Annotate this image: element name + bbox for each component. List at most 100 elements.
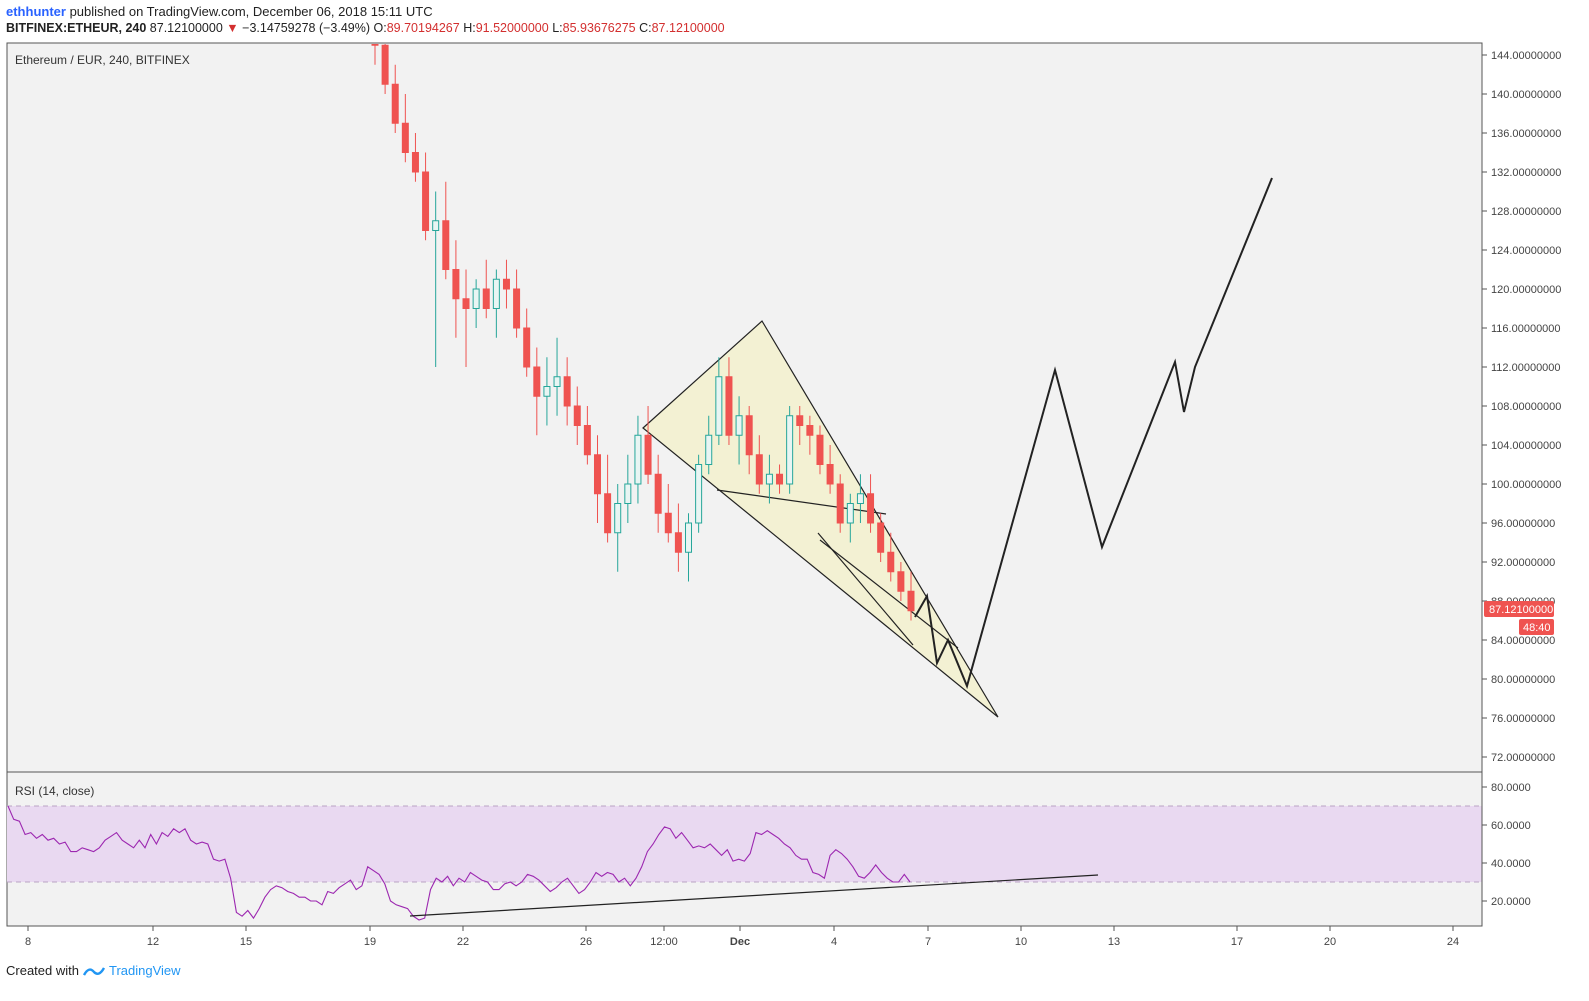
rsi-tick-label: 60.0000	[1491, 820, 1531, 832]
time-tick-label: 17	[1231, 936, 1243, 948]
projection-path[interactable]	[914, 177, 1273, 690]
price-tick-label: 100.00000000	[1491, 479, 1561, 491]
candle-body	[381, 44, 389, 85]
candle-body	[502, 278, 510, 290]
price-tick-label: 144.00000000	[1491, 50, 1561, 62]
candle-body	[371, 44, 379, 46]
close-label: C:	[639, 21, 652, 35]
time-tick-label: 20	[1324, 936, 1336, 948]
candle-body	[745, 415, 753, 456]
candle-body	[765, 473, 773, 485]
price-tick-label: 72.00000000	[1491, 752, 1555, 764]
candle-body	[482, 288, 490, 309]
author-link[interactable]: ethhunter	[6, 4, 66, 19]
candle-body	[533, 366, 541, 397]
price-tick-label: 140.00000000	[1491, 89, 1561, 101]
candle-body	[776, 473, 784, 485]
candle-body	[867, 493, 875, 524]
price-tick-label: 92.00000000	[1491, 557, 1555, 569]
candle-body	[644, 434, 652, 475]
rsi-axis[interactable]: 80.0000 60.0000 40.0000 20.0000	[1482, 782, 1531, 908]
candle-body	[705, 434, 713, 465]
candle-body	[786, 415, 794, 485]
candle-body	[442, 220, 450, 270]
candle-body	[614, 503, 622, 534]
candle-body	[492, 278, 500, 309]
candle-body	[401, 122, 409, 153]
candle-body	[553, 376, 561, 387]
candle-body	[634, 434, 642, 485]
candle-body	[806, 425, 814, 436]
candle-body	[907, 590, 915, 612]
candle-body	[674, 532, 682, 553]
price-tick-label: 132.00000000	[1491, 167, 1561, 179]
candle-body	[654, 473, 662, 514]
candle-body	[513, 288, 521, 329]
candle-body	[432, 220, 440, 231]
time-tick-label: 24	[1447, 936, 1459, 948]
time-tick-label: 22	[457, 936, 469, 948]
candle-body	[846, 503, 854, 524]
candle-body	[735, 415, 743, 436]
rsi-tick-label: 80.0000	[1491, 782, 1531, 794]
created-with-text: Created with	[6, 963, 79, 978]
main-pane-legend: Ethereum / EUR, 240, BITFINEX	[15, 53, 190, 67]
low-label: L:	[552, 21, 563, 35]
price-tick-label: 108.00000000	[1491, 401, 1561, 413]
candle-body	[583, 425, 591, 456]
rsi-band	[7, 806, 1482, 882]
candle-body	[573, 405, 581, 426]
countdown-text: 48:40	[1523, 622, 1551, 634]
candle-body	[472, 288, 480, 309]
open-value: 89.70194267	[386, 21, 460, 35]
candle-body	[816, 434, 824, 465]
time-tick-label: 7	[925, 936, 931, 948]
footer: Created with TradingView	[6, 963, 181, 978]
high-label: H:	[463, 21, 476, 35]
candle-body	[836, 483, 844, 524]
high-value: 91.52000000	[475, 21, 549, 35]
last-price-badge: 87.12100000 48:40	[1484, 601, 1554, 635]
last-price-badge-text: 87.12100000	[1489, 604, 1553, 616]
candle-body	[422, 171, 430, 231]
publish-info: published on TradingView.com, December 0…	[69, 4, 433, 19]
open-label: O:	[373, 21, 387, 35]
tradingview-brand-link[interactable]: TradingView	[108, 963, 181, 978]
candle-body	[755, 454, 763, 485]
down-arrow-icon: ▼	[226, 21, 239, 35]
candle-body	[604, 493, 612, 534]
rsi-trendline[interactable]	[409, 874, 1099, 917]
wedge-inner-line-1	[716, 489, 887, 515]
candle-body	[826, 464, 834, 485]
price-tick-label: 84.00000000	[1491, 635, 1555, 647]
candle-body	[664, 512, 672, 534]
price-axis[interactable]: 144.00000000 140.00000000 136.00000000 132.…	[1482, 50, 1561, 764]
price-change: −3.14759278 (−3.49%)	[242, 21, 371, 35]
candle-body	[593, 454, 601, 495]
time-tick-label: 12	[147, 936, 159, 948]
candle-body	[543, 386, 551, 397]
price-tick-label: 96.00000000	[1491, 518, 1555, 530]
price-tick-label: 116.00000000	[1491, 323, 1561, 335]
wedge-inner-line-2	[817, 532, 914, 646]
tradingview-logo-icon	[82, 966, 105, 976]
price-tick-label: 124.00000000	[1491, 245, 1561, 257]
symbol-header: BITFINEX:ETHEUR, 240 87.12100000 ▼ −3.14…	[6, 21, 725, 35]
time-tick-label: 12:00	[650, 936, 678, 948]
low-value: 85.93676275	[562, 21, 636, 35]
rsi-pane-legend: RSI (14, close)	[15, 784, 94, 798]
candle-body	[523, 327, 531, 368]
candle-body	[796, 415, 804, 426]
candle-body	[877, 522, 885, 553]
time-tick-label: 13	[1108, 936, 1120, 948]
time-axis[interactable]: 8 12 15 19 22 26 12:00 Dec 4 7 10 13 17 20 24	[25, 926, 1459, 948]
wedge-inner-line-3	[819, 539, 959, 649]
rsi-tick-label: 20.0000	[1491, 896, 1531, 908]
candlestick-series	[371, 44, 915, 621]
publish-header: ethhunter published on TradingView.com, …	[6, 4, 433, 19]
symbol-label: BITFINEX:ETHEUR, 240	[6, 21, 147, 35]
candle-body	[624, 483, 632, 504]
price-tick-label: 136.00000000	[1491, 128, 1561, 140]
candle-body	[695, 464, 703, 524]
